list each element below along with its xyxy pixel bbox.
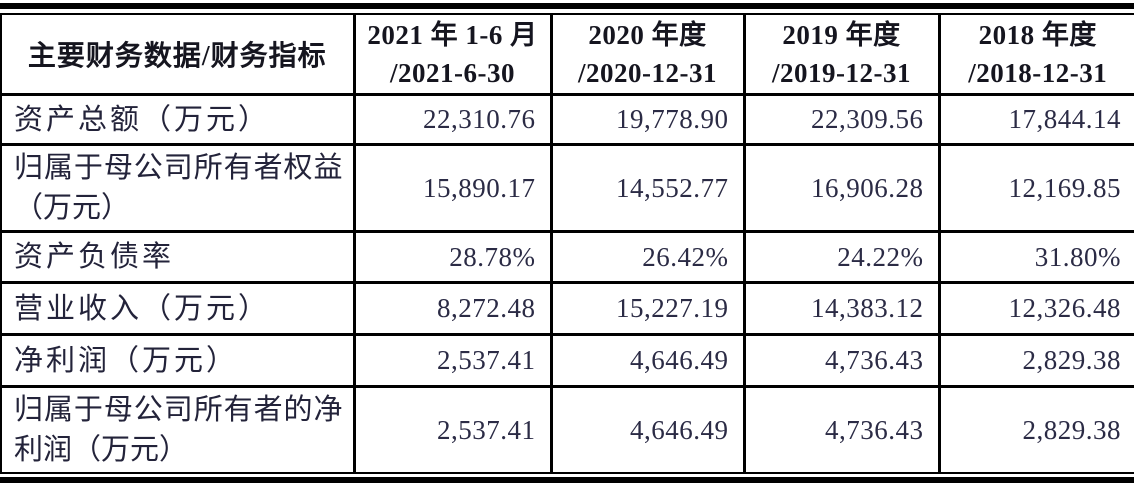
table-row: 归属于母公司所有者的净利润（万元） 2,537.41 4,646.49 4,73… xyxy=(1,385,1134,472)
period-label: 2021 年 1-6 月 xyxy=(367,20,538,50)
table-row: 营业收入（万元） 8,272.48 15,227.19 14,383.12 12… xyxy=(1,281,1134,335)
top-rule-thick xyxy=(0,3,1134,9)
financial-summary-table: 主要财务数据/财务指标 2021 年 1-6 月 /2021-6-30 2020… xyxy=(0,15,1134,472)
row-label: 归属于母公司所有者的净利润（万元） xyxy=(1,385,354,472)
value-cell: 4,736.43 xyxy=(742,385,939,472)
value-cell: 12,169.85 xyxy=(937,143,1134,232)
value-cell: 22,310.76 xyxy=(352,93,551,145)
value-cell: 28.78% xyxy=(352,230,551,283)
header-period-2021h1: 2021 年 1-6 月 /2021-6-30 xyxy=(352,15,551,95)
value-cell: 8,272.48 xyxy=(352,281,551,335)
value-cell: 14,552.77 xyxy=(549,143,744,232)
header-period-2019: 2019 年度 /2019-12-31 xyxy=(742,15,939,95)
row-label: 归属于母公司所有者权益（万元） xyxy=(1,143,354,232)
table-row: 资产总额（万元） 22,310.76 19,778.90 22,309.56 1… xyxy=(1,93,1134,145)
period-date: /2018-12-31 xyxy=(968,58,1108,88)
value-cell: 31.80% xyxy=(937,230,1134,283)
header-period-2018: 2018 年度 /2018-12-31 xyxy=(937,15,1134,95)
value-cell: 16,906.28 xyxy=(742,143,939,232)
value-cell: 2,829.38 xyxy=(937,333,1134,387)
value-cell: 24.22% xyxy=(742,230,939,283)
value-cell: 2,829.38 xyxy=(937,385,1134,472)
value-cell: 22,309.56 xyxy=(742,93,939,145)
header-indicator-cell: 主要财务数据/财务指标 xyxy=(27,41,327,72)
value-cell: 26.42% xyxy=(549,230,744,283)
value-cell: 2,537.41 xyxy=(352,333,551,387)
bottom-rule-thin xyxy=(0,472,1134,474)
row-label: 营业收入（万元） xyxy=(1,281,354,335)
value-cell: 4,646.49 xyxy=(549,385,744,472)
period-date: /2021-6-30 xyxy=(390,58,515,88)
table-row: 资产负债率 28.78% 26.42% 24.22% 31.80% xyxy=(1,230,1134,283)
period-date: /2019-12-31 xyxy=(772,58,911,88)
value-cell: 19,778.90 xyxy=(549,93,744,145)
value-cell: 15,890.17 xyxy=(352,143,551,232)
period-date: /2020-12-31 xyxy=(578,58,717,88)
table-row: 归属于母公司所有者权益（万元） 15,890.17 14,552.77 16,9… xyxy=(1,143,1134,232)
value-cell: 12,326.48 xyxy=(937,281,1134,335)
row-label: 资产总额（万元） xyxy=(1,93,354,145)
period-label: 2018 年度 xyxy=(978,20,1097,50)
table-header-row: 主要财务数据/财务指标 2021 年 1-6 月 /2021-6-30 2020… xyxy=(1,15,1134,95)
row-label: 资产负债率 xyxy=(1,230,354,283)
bottom-rule-thick xyxy=(0,477,1134,483)
period-label: 2020 年度 xyxy=(588,20,707,50)
top-rule-thin xyxy=(0,13,1134,15)
value-cell: 4,736.43 xyxy=(742,333,939,387)
row-label: 净利润（万元） xyxy=(1,333,354,387)
value-cell: 15,227.19 xyxy=(549,281,744,335)
value-cell: 17,844.14 xyxy=(937,93,1134,145)
period-label: 2019 年度 xyxy=(782,20,901,50)
table-row: 净利润（万元） 2,537.41 4,646.49 4,736.43 2,829… xyxy=(1,333,1134,387)
value-cell: 4,646.49 xyxy=(549,333,744,387)
header-period-2020: 2020 年度 /2020-12-31 xyxy=(549,15,744,95)
value-cell: 14,383.12 xyxy=(742,281,939,335)
value-cell: 2,537.41 xyxy=(352,385,551,472)
